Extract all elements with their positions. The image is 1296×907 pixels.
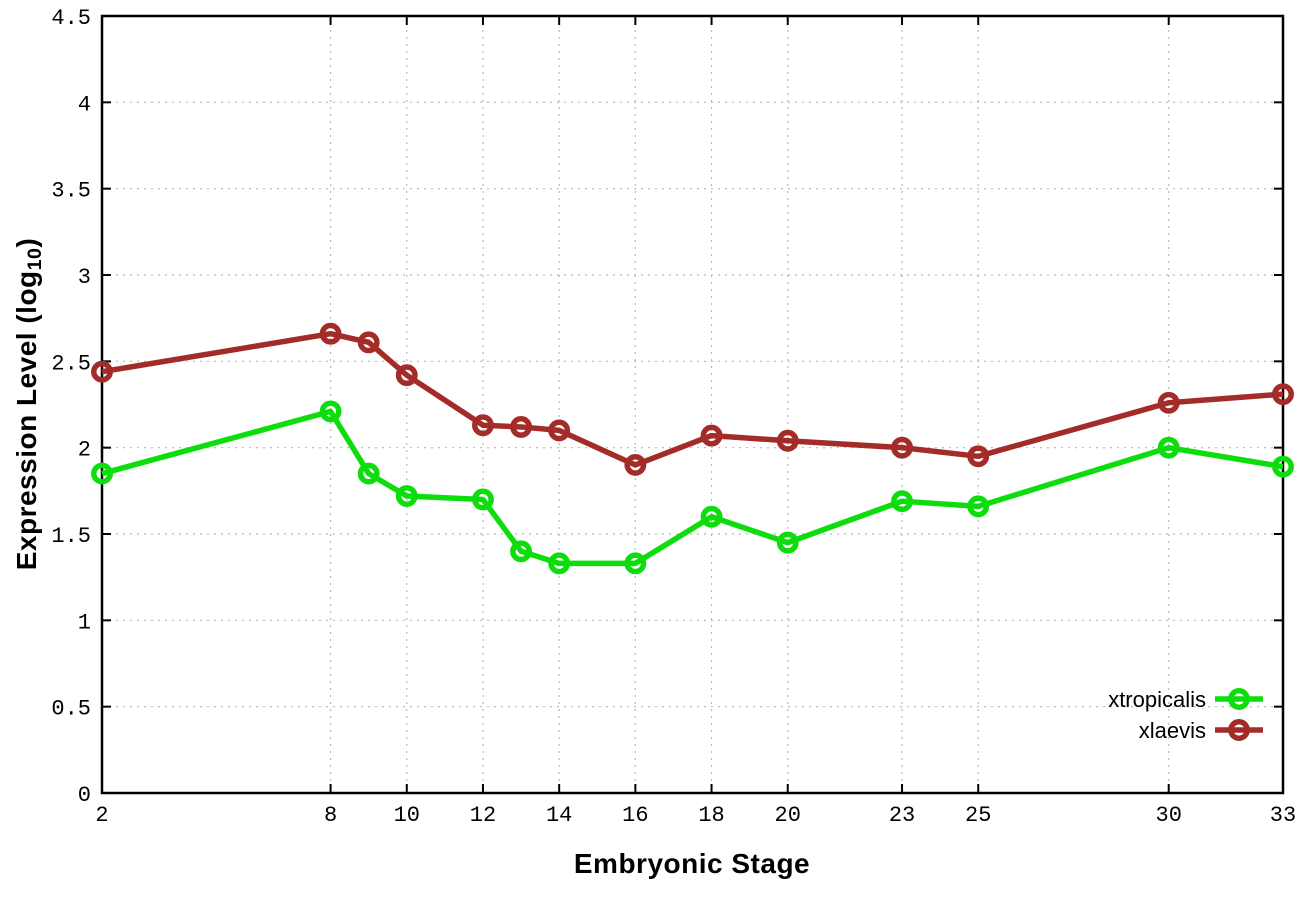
data-point-marker-xtropicalis [700,505,723,528]
plot-border [100,14,1285,795]
y-tick-label: 2 [78,438,91,463]
x-tick-label: 14 [546,803,572,828]
data-point-marker-xlaevis [700,424,723,447]
data-point-marker-xtropicalis [395,485,418,507]
x-tick-label: 2 [95,803,108,828]
legend-sample-marker-xlaevis [1228,719,1250,741]
y-tick-label: 0.5 [51,697,91,722]
data-point-marker-xtropicalis [1157,436,1180,459]
y-tick-label: 2.5 [51,351,91,376]
data-point-marker-xlaevis [624,453,647,476]
series-line-xtropicalis [101,408,1284,567]
data-point-marker-xtropicalis [357,462,380,485]
x-tick-label: 10 [394,803,420,828]
x-tick-label: 18 [698,803,724,828]
x-axis-title: Embryonic Stage [573,848,811,879]
data-point-marker-xlaevis [548,419,571,442]
legend-label-xtropicalis: xtropicalis [1108,687,1206,712]
data-point-marker-xlaevis [776,429,799,452]
y-axis-title: Expression Level (log10) [11,237,46,571]
x-tick-label: 16 [622,803,648,828]
x-tick-label: 12 [470,803,496,828]
y-tick-label: 4.5 [51,6,91,31]
data-point-marker-xlaevis [395,364,418,387]
y-tick-label: 0 [78,783,91,808]
x-tick-label: 25 [965,803,991,828]
x-tick-label: 30 [1156,803,1182,828]
data-point-marker-xlaevis [510,415,533,438]
data-point-marker-xtropicalis [319,400,342,423]
legend-label-xlaevis: xlaevis [1139,718,1206,743]
y-tick-label: 3.5 [51,179,91,204]
x-tick-label: 8 [324,803,337,828]
data-point-marker-xlaevis [967,445,990,468]
data-point-marker-xlaevis [1157,391,1180,414]
data-point-marker-xtropicalis [1272,455,1294,478]
data-point-marker-xlaevis [319,322,342,345]
data-point-marker-xlaevis [891,436,913,459]
data-point-marker-xtropicalis [776,531,799,554]
data-point-marker-xtropicalis [624,552,647,575]
data-point-marker-xtropicalis [967,495,990,518]
y-tick-label: 1.5 [51,524,91,549]
series-line-xlaevis [101,330,1284,468]
x-tick-label: 33 [1270,803,1296,828]
y-axis-title-text: Expression Level (log [11,270,42,571]
data-point-marker-xtropicalis [91,462,113,485]
data-point-marker-xlaevis [1272,383,1294,406]
y-axis-title-suffix: ) [11,237,42,248]
y-tick-label: 1 [78,610,91,635]
y-tick-label: 4 [78,92,91,117]
data-point-marker-xlaevis [357,331,380,354]
x-tick-label: 23 [889,803,915,828]
data-point-marker-xtropicalis [472,488,494,511]
data-point-marker-xlaevis [91,360,113,383]
data-point-marker-xtropicalis [510,540,533,563]
y-axis-title-subscript: 10 [23,247,46,271]
data-point-marker-xtropicalis [548,552,571,575]
data-point-marker-xlaevis [472,414,494,437]
legend-sample-marker-xtropicalis [1228,688,1250,710]
x-tick-label: 20 [775,803,801,828]
y-tick-label: 3 [78,265,91,290]
data-point-marker-xtropicalis [891,490,913,513]
